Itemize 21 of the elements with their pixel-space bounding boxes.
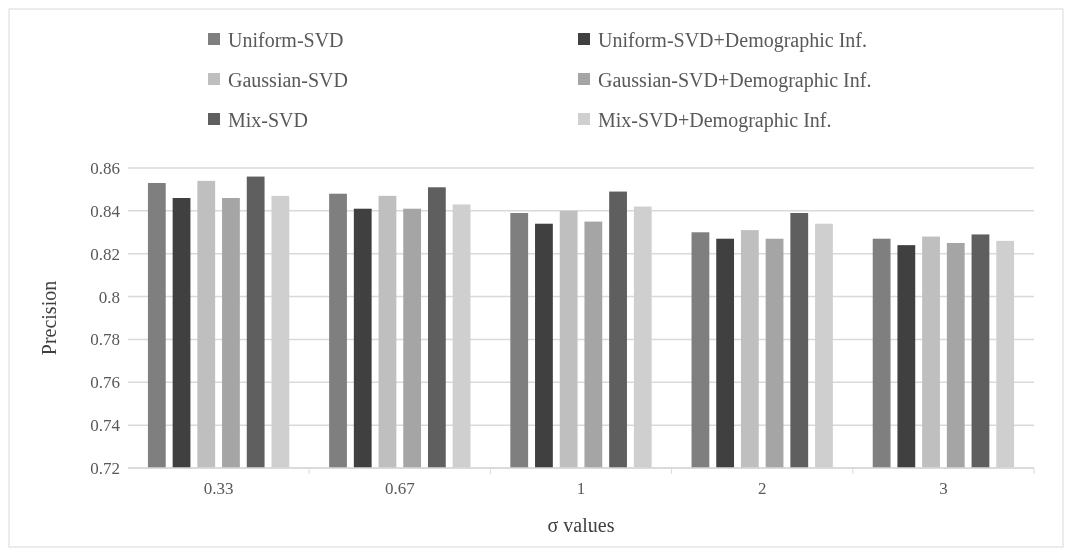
x-tick-label: 1 — [576, 479, 586, 498]
legend-label: Uniform-SVD+Demographic Inf. — [598, 29, 867, 52]
y-tick-label: 0.8 — [98, 287, 120, 307]
y-tick-label: 0.72 — [90, 458, 120, 478]
x-axis-title: σ values — [547, 514, 615, 536]
x-tick-label: 0.67 — [384, 479, 416, 498]
x-tick-label: 2 — [757, 479, 767, 498]
y-tick-label: 0.82 — [90, 244, 120, 264]
legend-label: Gaussian-SVD+Demographic Inf. — [598, 69, 872, 92]
y-tick-label: 0.74 — [90, 416, 121, 436]
legend-label: Mix-SVD — [228, 109, 309, 131]
legend-label: Uniform-SVD — [228, 29, 344, 51]
y-tick-label: 0.86 — [90, 158, 120, 178]
y-tick-label: 0.76 — [90, 373, 120, 393]
y-tick-label: 0.78 — [90, 330, 120, 350]
y-tick-label: 0.84 — [90, 201, 121, 221]
legend-label: Mix-SVD+Demographic Inf. — [598, 109, 832, 132]
x-tick-label: 3 — [939, 479, 948, 498]
x-tick-label: 0.33 — [203, 479, 234, 498]
legend-label: Gaussian-SVD — [228, 69, 348, 91]
y-axis-title: Precision — [38, 280, 60, 356]
